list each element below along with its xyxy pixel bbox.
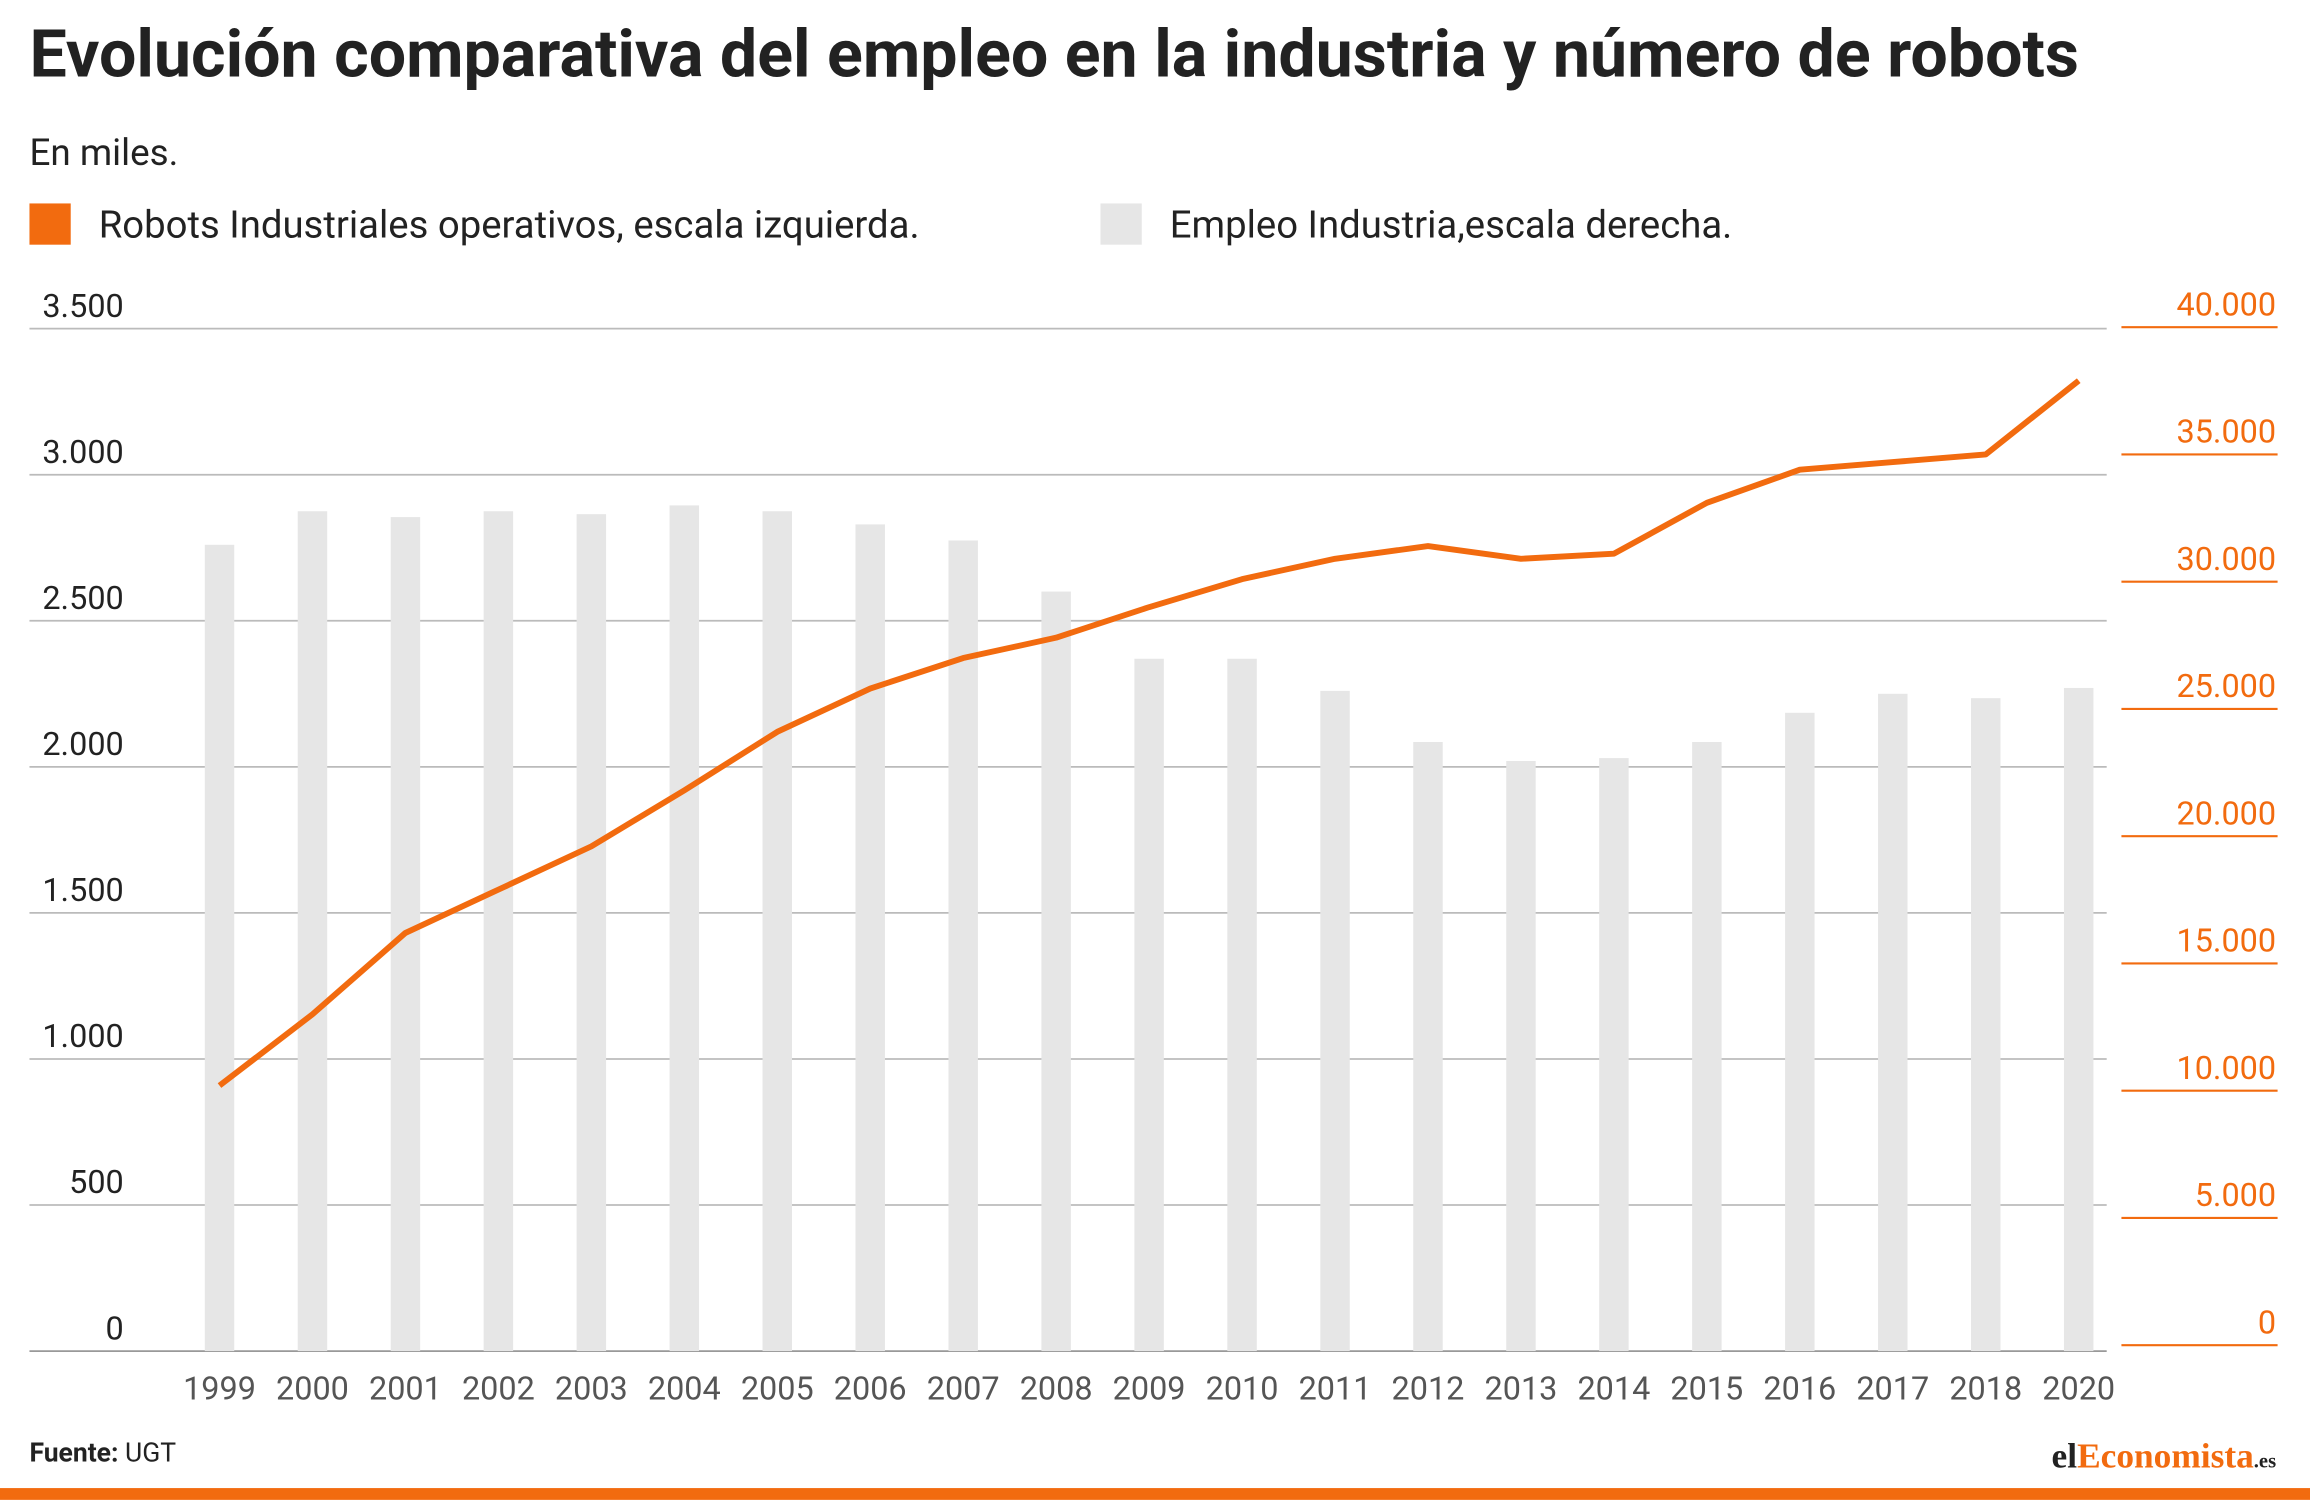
- y-tick-label: 2.500: [42, 579, 123, 617]
- bar: [483, 511, 514, 1352]
- y-tick-label: 0: [106, 1309, 124, 1347]
- legend-swatch: [1100, 203, 1142, 245]
- x-tick-label: 2005: [741, 1370, 814, 1408]
- x-tick-label: 2007: [927, 1370, 1000, 1408]
- bar: [762, 511, 792, 1352]
- y2-tick-label: 0: [2258, 1303, 2276, 1341]
- x-tick-label: 2010: [1206, 1370, 1279, 1408]
- bar: [1134, 658, 1164, 1352]
- bar: [948, 540, 978, 1352]
- x-tick-label: 2001: [369, 1370, 442, 1408]
- bar: [2063, 687, 2094, 1352]
- x-tick-label: 2012: [1392, 1370, 1465, 1408]
- bar: [1506, 760, 1536, 1352]
- x-tick-label: 2011: [1299, 1370, 1372, 1408]
- y-tick-label: 1.000: [42, 1017, 123, 1055]
- source-label: Fuente:: [29, 1438, 118, 1469]
- x-tick-label: 2000: [276, 1370, 349, 1408]
- logo-part: Economista: [2077, 1435, 2254, 1475]
- bar: [1320, 690, 1350, 1352]
- y-tick-label: 3.500: [42, 287, 123, 325]
- bar: [1227, 658, 1257, 1352]
- source: Fuente: UGT: [29, 1438, 176, 1469]
- y-tick-label: 1.500: [42, 871, 123, 909]
- y2-tick-label: 25.000: [2177, 667, 2277, 705]
- bar: [1041, 591, 1071, 1352]
- bar: [576, 514, 607, 1352]
- legend-swatch: [29, 203, 71, 245]
- y2-tick-label: 30.000: [2177, 540, 2277, 578]
- x-tick-label: 2006: [834, 1370, 907, 1408]
- bar: [204, 544, 235, 1352]
- legend-label: Empleo Industria,escala derecha.: [1170, 202, 1733, 247]
- legend-label: Robots Industriales operativos, escala i…: [99, 202, 920, 247]
- x-tick-label: 2020: [2042, 1370, 2115, 1408]
- source-value: UGT: [125, 1438, 176, 1469]
- x-tick-label: 2009: [1113, 1370, 1186, 1408]
- x-tick-label: 2003: [555, 1370, 628, 1408]
- chart-title: Evolución comparativa del empleo en la i…: [29, 17, 2079, 94]
- x-tick-label: 2002: [462, 1370, 535, 1408]
- chart-subtitle: En miles.: [29, 131, 178, 174]
- bar: [1878, 693, 1908, 1352]
- x-tick-label: 2014: [1577, 1370, 1650, 1408]
- y2-tick-label: 15.000: [2177, 922, 2277, 960]
- y-tick-label: 2.000: [42, 725, 123, 763]
- x-tick-label: 2004: [648, 1370, 721, 1408]
- bar: [297, 511, 328, 1352]
- bar: [1599, 758, 1629, 1352]
- x-tick-label: 2013: [1485, 1370, 1558, 1408]
- x-tick-label: 2018: [1949, 1370, 2022, 1408]
- line: [217, 378, 2081, 1088]
- logo: elEconomista.es: [2052, 1435, 2277, 1475]
- y-tick-label: 500: [69, 1163, 124, 1201]
- bar: [855, 524, 885, 1352]
- bar: [669, 505, 700, 1352]
- x-tick-label: 2016: [1763, 1370, 1836, 1408]
- bar: [1971, 698, 2001, 1352]
- y2-tick-label: 40.000: [2177, 285, 2277, 323]
- bar: [1413, 742, 1443, 1352]
- y2-tick-label: 35.000: [2177, 413, 2277, 451]
- y2-tick-label: 5.000: [2195, 1176, 2276, 1214]
- y-tick-label: 3.000: [42, 433, 123, 471]
- logo-part: .es: [2254, 1450, 2276, 1472]
- bar: [1785, 712, 1815, 1352]
- x-tick-label: 2008: [1020, 1370, 1093, 1408]
- logo-part: el: [2052, 1435, 2078, 1475]
- y2-tick-label: 10.000: [2177, 1049, 2277, 1087]
- footer-bar: [0, 1488, 2310, 1500]
- x-tick-label: 2017: [1856, 1370, 1929, 1408]
- x-tick-label: 2015: [1670, 1370, 1743, 1408]
- bar: [1692, 742, 1722, 1352]
- y2-tick-label: 20.000: [2177, 794, 2277, 832]
- x-tick-label: 1999: [183, 1370, 256, 1408]
